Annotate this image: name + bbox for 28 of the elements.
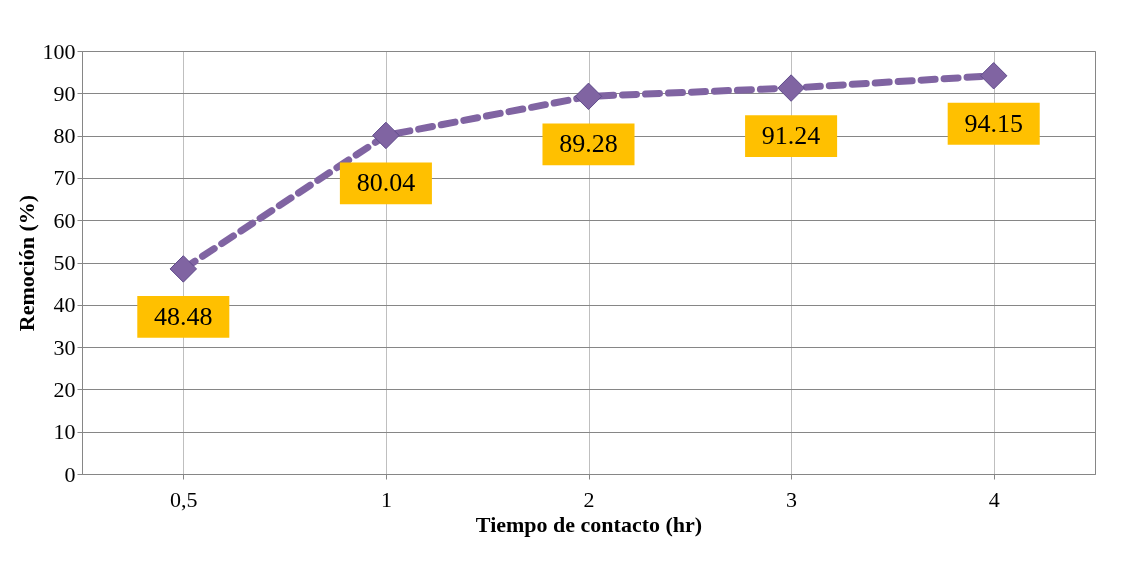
- data-label: 91.24: [761, 121, 821, 151]
- y-tick-label: 60: [53, 207, 76, 233]
- data-label: 94.15: [964, 108, 1023, 138]
- y-tick-label: 30: [53, 334, 76, 360]
- y-tick-label: 50: [53, 250, 76, 275]
- y-tick-label: 70: [53, 165, 76, 191]
- y-tick-label: 100: [42, 38, 76, 64]
- x-tick-label: 0,5: [170, 486, 198, 512]
- y-tick-label: 20: [53, 376, 76, 402]
- x-tick-label: 1: [380, 486, 392, 512]
- y-tick-label: 40: [53, 292, 76, 318]
- y-tick-label: 80: [53, 123, 76, 149]
- point: [777, 74, 805, 102]
- data-label: 48.48: [154, 301, 213, 331]
- x-axis-title: Tiempo de contacto (hr): [475, 511, 703, 537]
- point: [574, 82, 603, 111]
- point: [372, 121, 400, 150]
- point: [979, 62, 1008, 90]
- x-tick-label: 2: [583, 486, 595, 512]
- y-tick-label: 0: [64, 461, 76, 487]
- data-label: 89.28: [559, 129, 618, 159]
- y-tick-label: 90: [53, 80, 76, 106]
- y-tick-label: 10: [53, 419, 76, 445]
- data-label: 80.04: [356, 168, 416, 198]
- y-axis-title: Remoción (%): [13, 194, 39, 332]
- x-tick-label: 3: [786, 486, 798, 512]
- x-tick-label: 4: [988, 486, 1000, 512]
- point: [169, 255, 198, 283]
